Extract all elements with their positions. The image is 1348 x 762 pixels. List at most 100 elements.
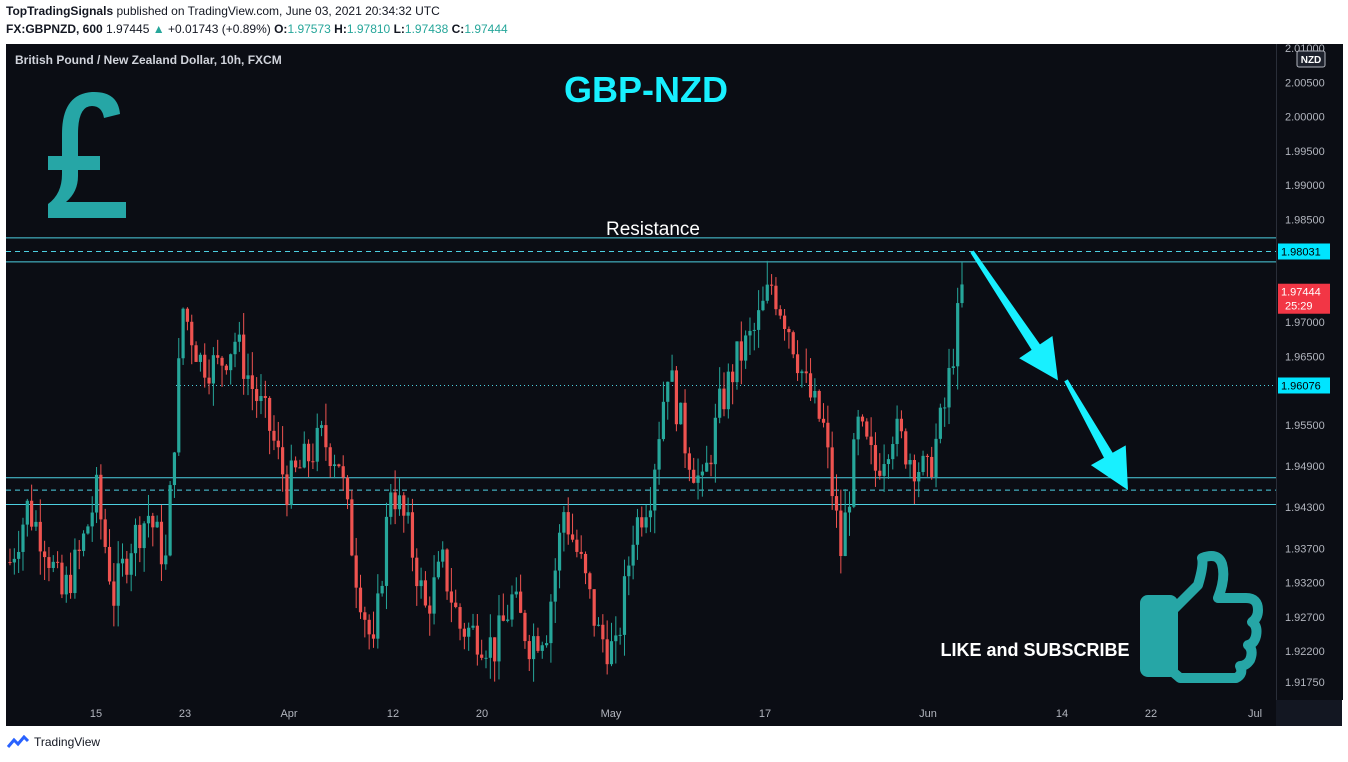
candle-body bbox=[73, 549, 77, 594]
price-tick-label: 2.00000 bbox=[1285, 112, 1325, 124]
candle-body bbox=[21, 524, 25, 552]
mid-price-tag: 1.96076 bbox=[1281, 380, 1321, 392]
candle-body bbox=[255, 388, 259, 402]
price-tick-label: 1.94900 bbox=[1285, 461, 1325, 473]
price-tick-label: 1.93700 bbox=[1285, 543, 1325, 555]
candle-body bbox=[791, 332, 795, 355]
candle-body bbox=[908, 460, 912, 465]
mid-price-tag-box bbox=[1278, 377, 1330, 394]
candle-body bbox=[592, 589, 596, 626]
candle-body bbox=[246, 375, 250, 379]
price-scale[interactable]: 2.01000 2.00500 2.00000 1.99500 1.99000 1.985… bbox=[1276, 43, 1343, 700]
candle-body bbox=[475, 625, 479, 655]
thumbs-up-icon bbox=[1140, 551, 1263, 683]
candle-body bbox=[415, 557, 419, 587]
chart-legend: British Pound / New Zealand Dollar, 10h,… bbox=[15, 53, 282, 67]
candle-body bbox=[454, 602, 458, 608]
tradingview-logo-icon bbox=[6, 735, 30, 748]
candle-body bbox=[596, 624, 601, 626]
candle-body bbox=[873, 445, 878, 471]
candle-body bbox=[557, 532, 562, 571]
candle-body bbox=[138, 524, 142, 549]
chart-plot[interactable]: British Pound / New Zealand Dollar, 10h,… bbox=[6, 44, 1276, 700]
candle-body bbox=[852, 439, 856, 507]
candle-body bbox=[566, 512, 570, 535]
candle-body bbox=[462, 628, 466, 637]
candle-body bbox=[553, 570, 557, 602]
candle-body bbox=[142, 523, 146, 549]
candle-body bbox=[328, 447, 332, 467]
down-arrow-icon bbox=[1064, 379, 1128, 491]
time-scale[interactable]: 15 23 Apr 12 20 May 17 Jun 14 22 Jul bbox=[6, 700, 1276, 726]
candle-body bbox=[904, 431, 908, 465]
candle-body bbox=[25, 500, 29, 525]
candle-body bbox=[726, 371, 730, 410]
candle-body bbox=[761, 300, 765, 311]
candle-body bbox=[133, 524, 138, 554]
candle-body bbox=[194, 345, 198, 362]
price-tick-label: 1.91750 bbox=[1285, 677, 1325, 689]
candle-body bbox=[653, 469, 657, 511]
candle-body bbox=[220, 357, 224, 366]
candle-body bbox=[17, 551, 21, 559]
candle-body bbox=[692, 469, 696, 483]
candle-body bbox=[90, 512, 94, 527]
candle-body bbox=[467, 627, 471, 637]
price-scale-svg: 2.010002.005002.000001.995001.990001.985… bbox=[1278, 43, 1330, 689]
time-tick-label: May bbox=[601, 708, 622, 720]
candle-body bbox=[211, 355, 215, 384]
candle-body bbox=[172, 452, 177, 486]
candle-body bbox=[151, 515, 155, 528]
candle-body bbox=[536, 636, 540, 651]
candle-body bbox=[47, 557, 51, 568]
candle-body bbox=[947, 367, 951, 408]
candle-body bbox=[943, 407, 947, 409]
candle-body bbox=[319, 425, 324, 428]
publisher-name[interactable]: TopTradingSignals bbox=[6, 4, 114, 18]
candle-body bbox=[514, 591, 518, 595]
candle-body bbox=[77, 549, 81, 551]
candle-body bbox=[579, 551, 583, 554]
tradingview-footer[interactable]: TradingView bbox=[6, 735, 100, 749]
candle-body bbox=[757, 310, 761, 330]
time-tick-label: 15 bbox=[90, 708, 102, 720]
candle-body bbox=[441, 549, 445, 562]
price-tick-label: 1.99500 bbox=[1285, 146, 1325, 158]
candle-body bbox=[259, 396, 263, 402]
candle-body bbox=[449, 591, 453, 603]
candle-body bbox=[116, 563, 120, 606]
resistance-price-tag: 1.98031 bbox=[1281, 246, 1321, 258]
candle-body bbox=[484, 657, 488, 659]
candle-body bbox=[64, 574, 68, 595]
low-label: L: bbox=[393, 22, 405, 36]
candle-body bbox=[406, 512, 410, 516]
chart-svg[interactable]: British Pound / New Zealand Dollar, 10h,… bbox=[6, 44, 1276, 700]
candle-body bbox=[527, 641, 531, 660]
candle-body bbox=[519, 591, 523, 613]
candle-body bbox=[627, 565, 631, 577]
candle-body bbox=[112, 581, 116, 606]
candle-body bbox=[588, 573, 592, 590]
chart-title: GBP-NZD bbox=[564, 69, 728, 110]
candle-body bbox=[155, 521, 159, 528]
symbol-label: FX:GBPNZD, 600 bbox=[6, 22, 103, 36]
candle-body bbox=[744, 335, 748, 361]
tradingview-brand: TradingView bbox=[34, 735, 101, 749]
candle-body bbox=[795, 354, 800, 374]
price-tick-label: 1.92200 bbox=[1285, 646, 1325, 658]
candle-body bbox=[402, 495, 406, 516]
change-value: +0.01743 (+0.89%) bbox=[168, 22, 271, 36]
candle-body bbox=[700, 471, 704, 476]
candle-body bbox=[640, 517, 644, 528]
price-tick-label: 2.00500 bbox=[1285, 77, 1325, 89]
chart-container[interactable]: British Pound / New Zealand Dollar, 10h,… bbox=[6, 43, 1343, 726]
candle-body bbox=[298, 467, 302, 469]
candle-body bbox=[51, 561, 55, 568]
candle-body bbox=[393, 492, 397, 510]
candle-body bbox=[601, 624, 605, 640]
down-arrow-icon bbox=[970, 250, 1058, 381]
candle-body bbox=[817, 390, 821, 419]
candle-body bbox=[808, 373, 813, 398]
candle-body bbox=[821, 418, 826, 423]
candle-body bbox=[289, 460, 293, 506]
